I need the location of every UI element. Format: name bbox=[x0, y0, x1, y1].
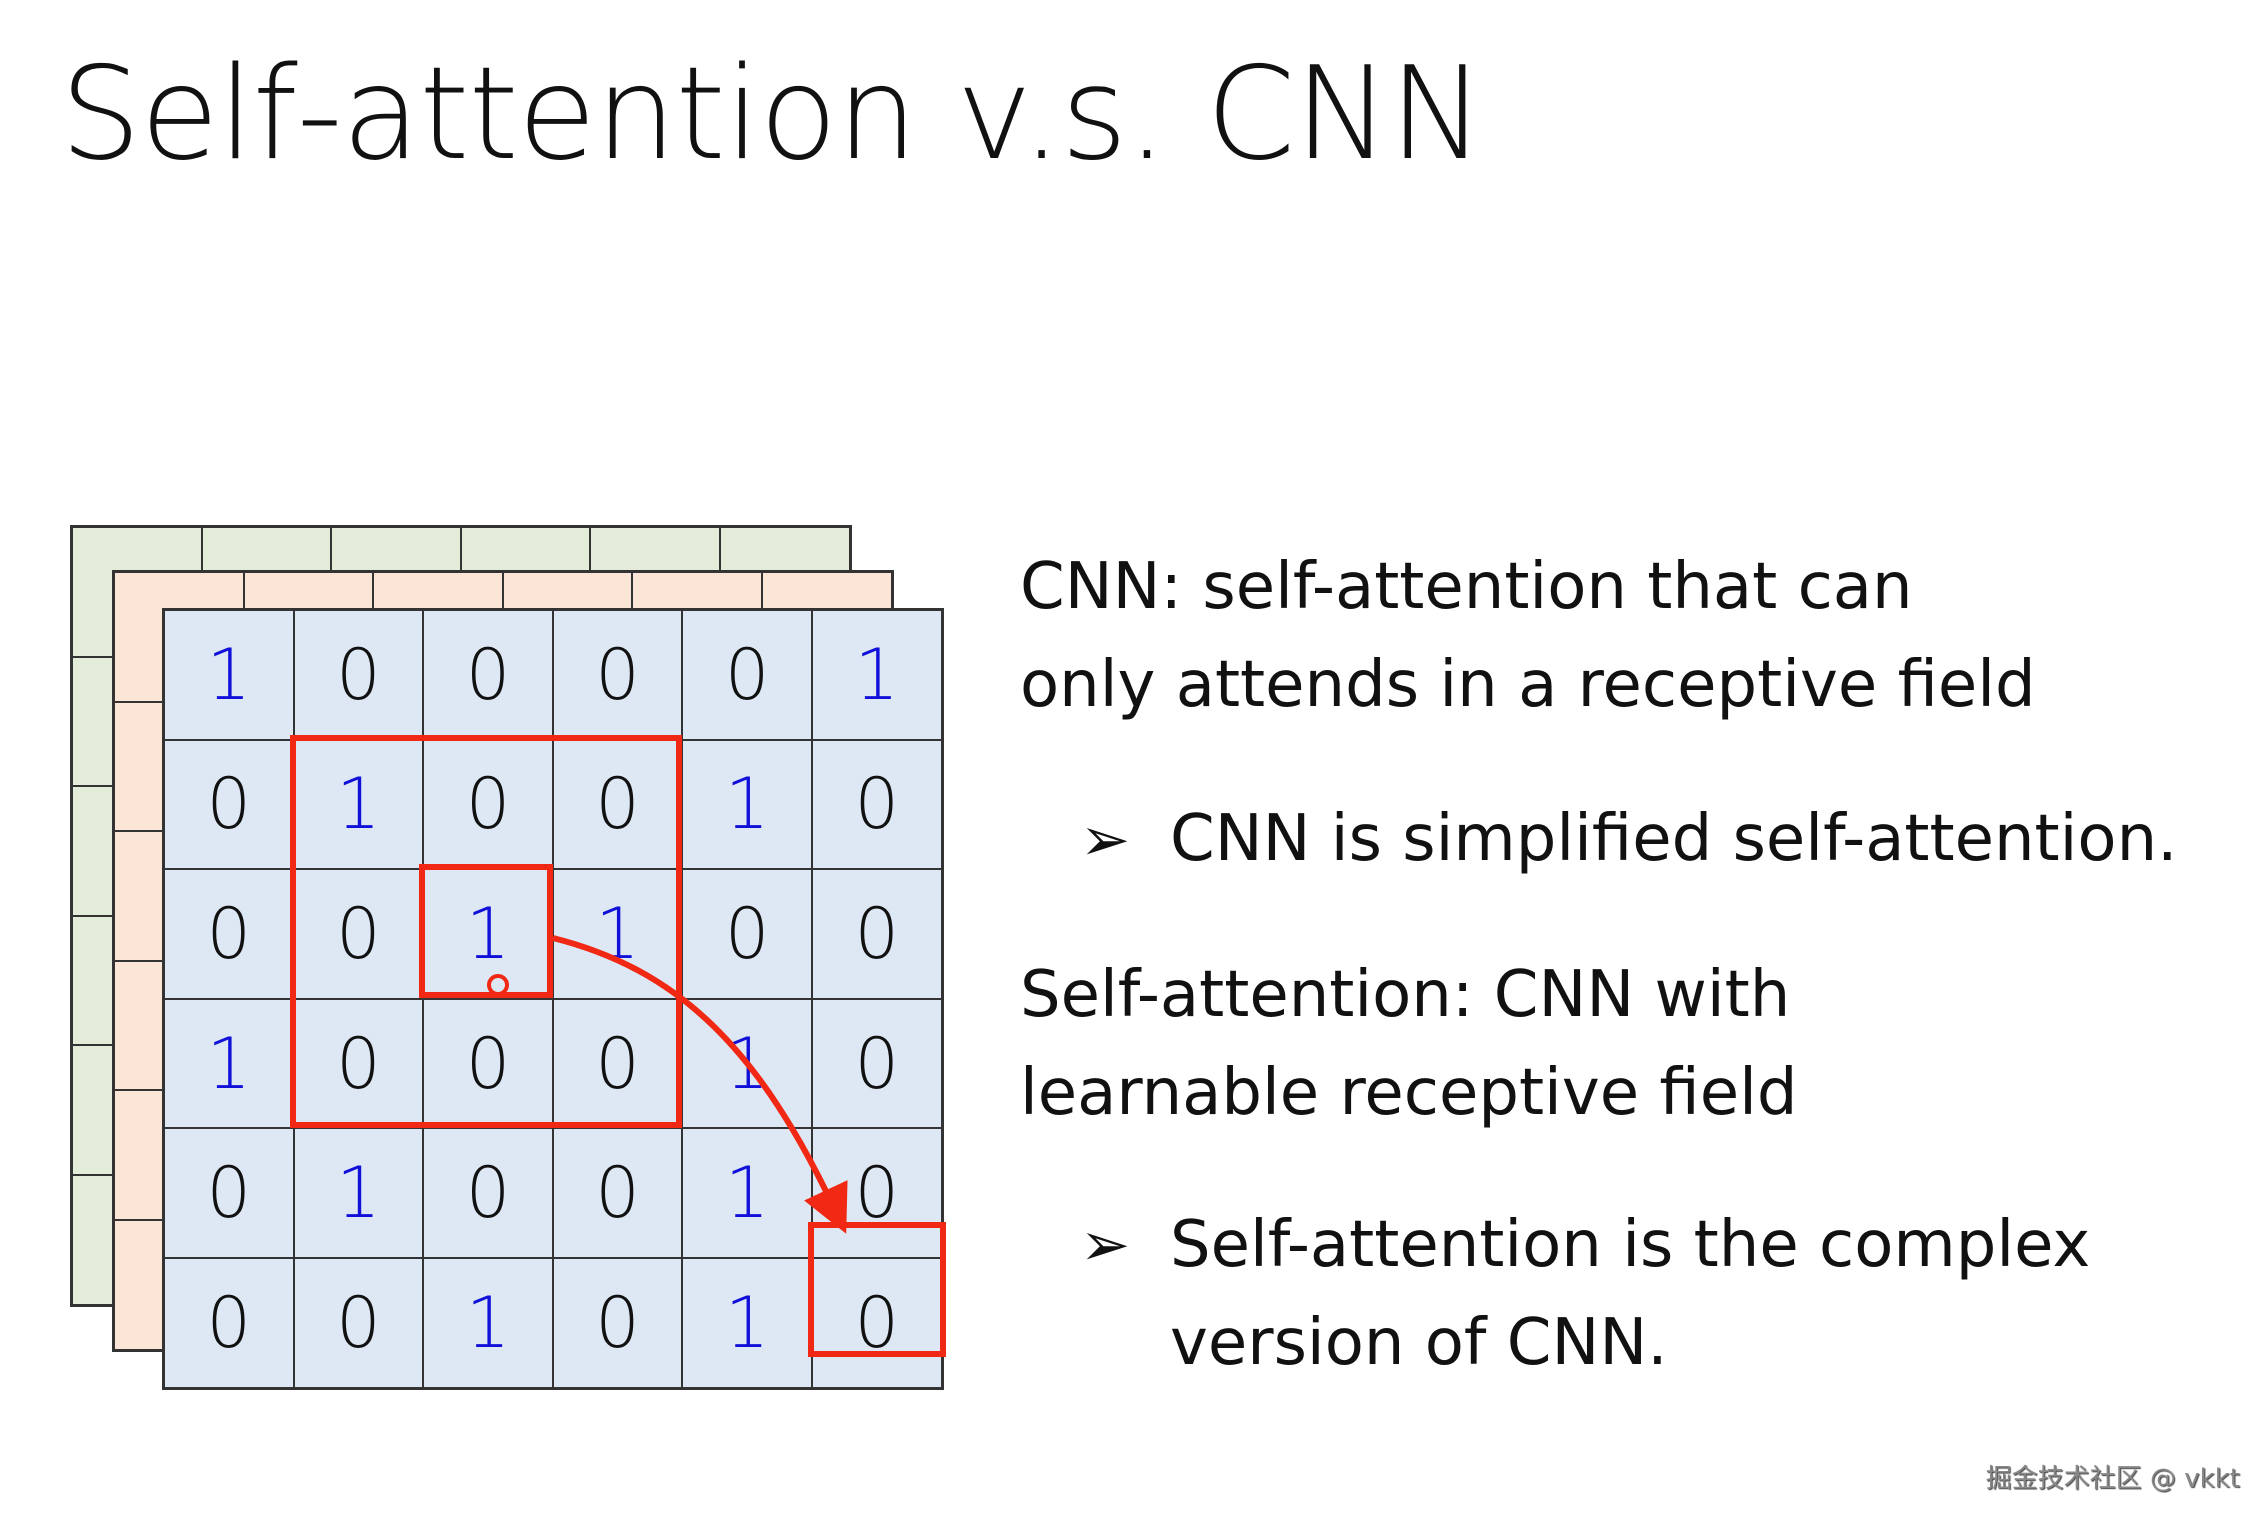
grid-cell-r0c0: 1 bbox=[164, 610, 294, 740]
grid-cell-r4c1: 1 bbox=[293, 1128, 424, 1258]
mapping-arrow bbox=[552, 935, 848, 1234]
sa-desc-line1: Self-attention: CNN with bbox=[1020, 958, 1791, 1032]
grid-cell-r0c2: 0 bbox=[423, 610, 553, 740]
center-pixel-box bbox=[419, 864, 553, 998]
grid-cell-r5c2: 1 bbox=[423, 1257, 553, 1388]
bullet-cnn-simplified: CNN is simplified self-attention. bbox=[1170, 802, 2178, 876]
grid-cell-r0c5: 1 bbox=[811, 610, 942, 740]
watermark: 掘金技术社区 @ vkkt bbox=[1985, 1464, 2240, 1494]
arrowhead-bullet-icon: ➢ bbox=[1080, 805, 1131, 875]
grid-cell-r5c1: 0 bbox=[293, 1257, 424, 1388]
cnn-desc-line1: CNN: self-attention that can bbox=[1020, 550, 1913, 624]
sa-desc-line2: learnable receptive field bbox=[1020, 1056, 1798, 1130]
grid-cell-r5c3: 0 bbox=[552, 1257, 683, 1388]
cursor-dot bbox=[487, 974, 509, 996]
output-pixel-box bbox=[808, 1222, 946, 1357]
grid-cell-r4c4: 1 bbox=[682, 1128, 812, 1258]
grid-cell-r4c0: 0 bbox=[164, 1128, 294, 1258]
bullet-sa-complex-line1: Self-attention is the complex bbox=[1170, 1208, 2091, 1282]
grid-cell-r1c4: 1 bbox=[682, 739, 812, 870]
arrowhead-bullet-icon: ➢ bbox=[1080, 1210, 1131, 1280]
grid-cell-r5c5: 0 bbox=[811, 1257, 942, 1388]
cnn-desc-line2: only attends in a receptive field bbox=[1020, 648, 2036, 722]
slide-title: Self-attention v.s. CNN bbox=[60, 40, 1485, 189]
grid-cell-r4c5: 0 bbox=[811, 1128, 942, 1258]
grid-cell-r1c2: 0 bbox=[423, 739, 553, 870]
bullet-sa-complex-line2: version of CNN. bbox=[1170, 1306, 1668, 1380]
grid-cell-r5c0: 0 bbox=[164, 1257, 294, 1388]
grid-cell-r3c5: 0 bbox=[811, 998, 942, 1129]
grid-cell-r2c5: 0 bbox=[811, 869, 942, 999]
grid-cell-r3c3: 0 bbox=[552, 998, 683, 1129]
grid-cell-r2c4: 0 bbox=[682, 869, 812, 999]
grid-cell-r4c2: 0 bbox=[423, 1128, 553, 1258]
grid-cell-r1c5: 0 bbox=[811, 739, 942, 870]
grid-cell-r4c3: 0 bbox=[552, 1128, 683, 1258]
receptive-field-box bbox=[290, 735, 682, 1128]
grid-cell-r0c4: 0 bbox=[682, 610, 812, 740]
